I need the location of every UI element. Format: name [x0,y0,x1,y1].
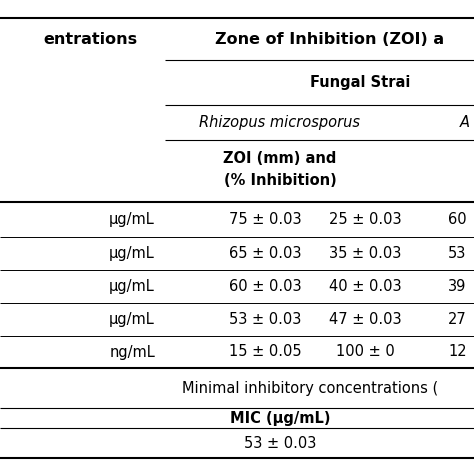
Text: 53 ± 0.03: 53 ± 0.03 [229,312,301,327]
Text: 39: 39 [448,279,466,294]
Text: (% Inhibition): (% Inhibition) [224,173,337,188]
Text: 47 ± 0.03: 47 ± 0.03 [328,312,401,327]
Text: 53 ± 0.03: 53 ± 0.03 [244,436,316,450]
Text: μg/mL: μg/mL [109,212,155,227]
Text: 75 ± 0.03: 75 ± 0.03 [228,212,301,227]
Text: Fungal Strai: Fungal Strai [310,74,410,90]
Text: μg/mL: μg/mL [109,279,155,294]
Text: 35 ± 0.03: 35 ± 0.03 [329,246,401,261]
Text: 53: 53 [448,246,466,261]
Text: 100 ± 0: 100 ± 0 [336,345,394,359]
Text: MIC (μg/mL): MIC (μg/mL) [230,410,330,426]
Text: 27: 27 [448,312,467,327]
Text: 25 ± 0.03: 25 ± 0.03 [328,212,401,227]
Text: ZOI (mm) and: ZOI (mm) and [223,151,337,165]
Text: 15 ± 0.05: 15 ± 0.05 [228,345,301,359]
Text: ng/mL: ng/mL [109,345,155,359]
Text: μg/mL: μg/mL [109,246,155,261]
Text: Zone of Inhibition (ZOI) a: Zone of Inhibition (ZOI) a [216,31,445,46]
Text: A: A [460,115,470,129]
Text: 60 ± 0.03: 60 ± 0.03 [228,279,301,294]
Text: Minimal inhibitory concentrations (: Minimal inhibitory concentrations ( [182,381,438,395]
Text: 65 ± 0.03: 65 ± 0.03 [229,246,301,261]
Text: Rhizopus microsporus: Rhizopus microsporus [200,115,361,129]
Text: 40 ± 0.03: 40 ± 0.03 [328,279,401,294]
Text: μg/mL: μg/mL [109,312,155,327]
Text: entrations: entrations [43,31,137,46]
Text: 12: 12 [448,345,466,359]
Text: 60: 60 [448,212,466,227]
